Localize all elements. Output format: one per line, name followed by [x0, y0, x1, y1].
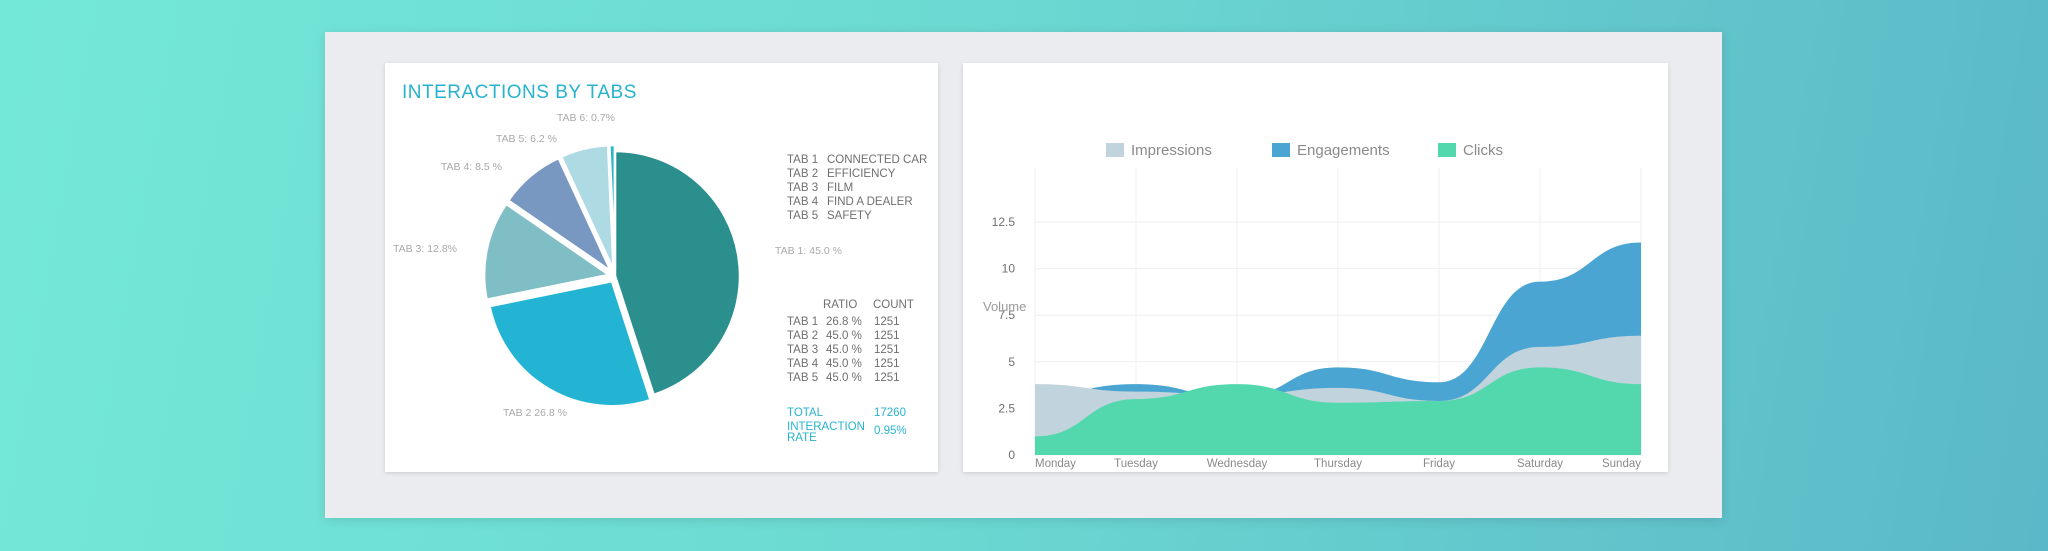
y-axis: 0 2.5 5 7.5 10 12.5 [992, 215, 1016, 462]
x-tick-label: Friday [1423, 458, 1455, 470]
stats-row-count: 1251 [874, 372, 900, 384]
stats-table: RATIO COUNT TAB 1 26.8 % 1251 TAB 2 45.0… [787, 299, 914, 384]
y-tick-label: 12.5 [992, 215, 1016, 229]
tab-legend-id: TAB 4 [787, 196, 819, 208]
legend-swatch [1438, 143, 1456, 157]
y-tick-label: 0 [1008, 448, 1015, 462]
stats-header-ratio: RATIO [823, 299, 857, 311]
x-tick-label: Monday [1035, 458, 1076, 470]
tab-legend-name: FILM [827, 182, 853, 194]
pie-slice [608, 143, 617, 271]
pie-labels: TAB 1: 45.0 % TAB 2 26.8 % TAB 3: 12.8% TAB… [393, 112, 842, 419]
total-label: TOTAL [787, 407, 824, 419]
interactions-by-tabs-card: INTERACTIONS BY TABS TAB 1: 45.0 % TAB 2 … [385, 63, 938, 472]
pie-slice-label: TAB 4: 8.5 % [441, 161, 502, 173]
tab-legend-name: SAFETY [827, 210, 872, 222]
interaction-rate-label: INTERACTION [787, 421, 865, 433]
stats-row-ratio: 45.0 % [826, 344, 862, 356]
x-tick-label: Saturday [1517, 458, 1563, 470]
tab-legend-id: TAB 2 [787, 168, 818, 180]
stats-row-ratio: 45.0 % [826, 358, 862, 370]
tab-legend-id: TAB 1 [787, 154, 818, 166]
legend-label: Clicks [1463, 142, 1503, 159]
pie-slice [482, 202, 613, 302]
y-axis-label: Volume [983, 299, 1026, 314]
stats-row-tab: TAB 5 [787, 372, 818, 384]
legend-swatch [1106, 143, 1124, 157]
area-series-clicks [1035, 367, 1641, 455]
area-series [1035, 242, 1641, 455]
x-tick-label: Sunday [1602, 458, 1641, 470]
stats-header-count: COUNT [873, 299, 914, 311]
pie-slice [613, 149, 742, 397]
stats-row-tab: TAB 2 [787, 330, 818, 342]
pie-slice-label: TAB 6: 0.7% [557, 112, 615, 124]
x-tick-label: Thursday [1314, 458, 1362, 470]
pie-slice-label: TAB 5: 6.2 % [496, 133, 557, 145]
interaction-rate-value: 0.95% [874, 425, 907, 437]
tab-legend-id: TAB 3 [787, 182, 818, 194]
stats-row-count: 1251 [874, 316, 900, 328]
tab-legend-name: CONNECTED CAR [827, 154, 927, 166]
tab-legend-name: FIND A DEALER [827, 196, 913, 208]
card-title: INTERACTIONS BY TABS [402, 82, 637, 103]
stats-row-ratio: 45.0 % [826, 330, 862, 342]
interaction-rate-label-2: RATE [787, 432, 817, 444]
stats-row-tab: TAB 4 [787, 358, 819, 370]
pie-slice-label: TAB 1: 45.0 % [775, 245, 842, 257]
stats-row-count: 1251 [874, 358, 900, 370]
dashboard-frame: INTERACTIONS BY TABS TAB 1: 45.0 % TAB 2 … [325, 32, 1722, 518]
pie-slice [506, 156, 615, 276]
legend-label: Engagements [1297, 142, 1390, 159]
stats-row-count: 1251 [874, 330, 900, 342]
weekly-volume-card: 0 2.5 5 7.5 10 12.5 Monday Tuesday Wednesday Thu… [963, 63, 1668, 472]
y-tick-label: 2.5 [998, 401, 1015, 415]
stats-row-tab: TAB 3 [787, 344, 818, 356]
pie-slice [559, 143, 615, 271]
totals: TOTAL 17260 INTERACTION RATE 0.95% [787, 407, 907, 444]
stats-row-ratio: 26.8 % [826, 316, 862, 328]
pie-slice [488, 279, 653, 408]
legend-label: Impressions [1131, 142, 1212, 159]
tab-legend: TAB 1 CONNECTED CAR TAB 2 EFFICIENCY TAB… [787, 154, 927, 222]
y-tick-label: 10 [1002, 262, 1016, 276]
total-value: 17260 [874, 407, 906, 419]
x-tick-label: Wednesday [1207, 458, 1268, 470]
area-chart-svg: 0 2.5 5 7.5 10 12.5 Monday Tuesday Wednesday Thu… [983, 142, 1642, 470]
stats-row-tab: TAB 1 [787, 316, 818, 328]
legend-swatch [1272, 143, 1290, 157]
y-tick-label: 7.5 [998, 308, 1015, 322]
pie-slices [482, 143, 742, 408]
y-tick-label: 5 [1008, 355, 1015, 369]
tab-legend-id: TAB 5 [787, 210, 818, 222]
stats-row-ratio: 45.0 % [826, 372, 862, 384]
x-tick-label: Tuesday [1114, 458, 1158, 470]
pie-slice-label: TAB 3: 12.8% [393, 243, 457, 255]
pie-slice-label: TAB 2 26.8 % [503, 407, 567, 419]
stats-row-count: 1251 [874, 344, 900, 356]
tab-legend-name: EFFICIENCY [827, 168, 896, 180]
chart-legend: Impressions Engagements Clicks [1106, 142, 1503, 159]
x-axis: Monday Tuesday Wednesday Thursday Friday Satu… [1035, 458, 1641, 470]
pie-chart-svg: TAB 1: 45.0 % TAB 2 26.8 % TAB 3: 12.8% TAB… [393, 112, 927, 444]
